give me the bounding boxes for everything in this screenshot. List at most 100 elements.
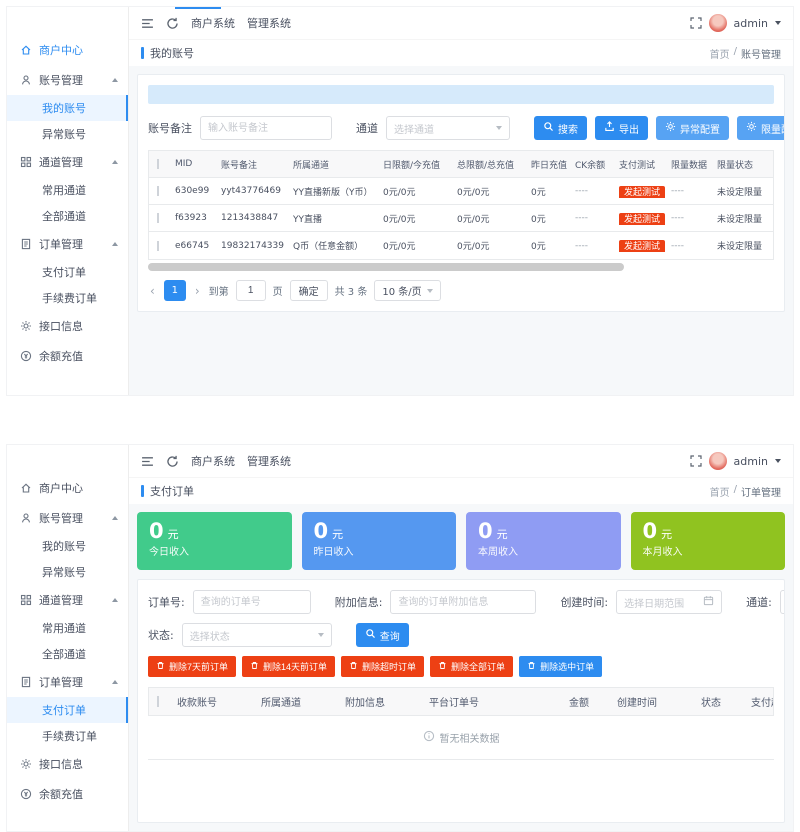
delete-7d-orders-button[interactable]: 删除7天前订单 [148,656,237,677]
fullscreen-icon[interactable] [689,455,702,467]
sidebar-item-label: 账号管理 [39,512,83,525]
sidebar-item-merchant-center[interactable]: 商户中心 [7,35,128,65]
delete-selected-orders-button[interactable]: 删除选中订单 [519,656,603,677]
remark-filter-label: 账号备注 [148,122,192,135]
column-header: 收款账号 [177,698,217,709]
page-title: 我的账号 [150,47,194,60]
remark-filter-input[interactable] [200,116,332,140]
export-button[interactable]: 导出 [595,116,648,140]
collapse-arrow-icon [112,680,118,684]
fullscreen-icon[interactable] [689,17,702,29]
status-filter-select[interactable]: 选择状态 [181,623,332,647]
sidebar-subitem-all-channels[interactable]: 全部通道 [42,648,86,661]
prev-page-button[interactable]: ‹ [150,283,155,298]
table-row: e66745 19832174339 Q币（任意金额） 0元/0元 0元/0元 … [149,232,773,259]
breadcrumb: 首页 / 订单管理 [710,484,781,499]
scrollbar-thumb[interactable] [148,263,624,271]
date-range-input[interactable]: 选择日期范围 [616,590,723,614]
search-button[interactable]: 搜索 [534,116,587,140]
cell-limit-status: 未设定限量 [717,187,763,198]
sidebar-subitem-common-channels[interactable]: 常用通道 [42,622,86,635]
column-header: 支付测试 [619,160,656,171]
empty-state-text: 暂无相关数据 [439,734,500,745]
sidebar-subitem-abnormal-accounts[interactable]: 异常账号 [42,128,86,141]
sidebar-item-channel-management[interactable]: 通道管理 [7,147,128,177]
cell-remark: 19832174339 [221,240,284,251]
breadcrumb-current: 账号管理 [741,49,781,61]
cell-remark: 1213438847 [221,213,279,223]
sidebar-subitem-my-accounts[interactable]: 我的账号 [42,540,86,553]
current-page-button[interactable]: 1 [163,280,186,301]
username[interactable]: admin [733,454,768,468]
username[interactable]: admin [733,16,768,30]
column-header: 所属通道 [293,160,330,171]
cell-channel: YY直播新版（Y币） [293,187,373,198]
extra-info-input[interactable] [390,590,537,614]
sidebar-item-api-info[interactable]: 接口信息 [7,749,128,779]
sidebar-subitem-common-channels[interactable]: 常用通道 [42,184,86,197]
delete-14d-orders-button[interactable]: 删除14天前订单 [242,656,336,677]
cell-limit-status: 未设定限量 [717,242,763,252]
sidebar-item-order-management[interactable]: 订单管理 [7,667,128,697]
abnormal-config-button[interactable]: 异常配置 [656,116,729,140]
test-payment-button[interactable]: 发起测试 [619,212,666,225]
select-all-checkbox[interactable] [157,696,159,707]
tab-admin-system[interactable]: 管理系统 [247,455,291,468]
select-all-checkbox[interactable] [157,159,159,169]
sidebar-item-merchant-center[interactable]: 商户中心 [7,473,128,503]
avatar[interactable] [708,452,727,470]
sidebar-subitem-all-channels[interactable]: 全部通道 [42,210,86,223]
sidebar-subitem-abnormal-accounts[interactable]: 异常账号 [42,566,86,579]
gear-icon [665,121,676,135]
sidebar-item-balance-recharge[interactable]: 余额充值 [7,779,128,809]
delete-all-orders-button[interactable]: 删除全部订单 [430,656,514,677]
stat-unit: 元 [167,528,179,541]
page-size-select[interactable]: 10 条/页 [374,280,441,301]
row-checkbox[interactable] [157,240,159,251]
breadcrumb-separator: / [733,483,737,495]
avatar[interactable] [708,14,727,32]
menu-icon[interactable] [141,17,154,30]
sidebar-subitem-my-accounts[interactable]: 我的账号 [7,95,128,121]
row-checkbox[interactable] [157,213,159,223]
goto-confirm-button[interactable]: 确定 [289,280,328,301]
test-payment-button[interactable]: 发起测试 [619,240,666,252]
trash-icon [438,661,447,672]
sidebar-item-api-info[interactable]: 接口信息 [7,311,128,341]
channel-filter-select[interactable]: 选择通道 [779,590,784,614]
gear-icon [746,121,757,135]
sidebar-subitem-payment-orders[interactable]: 支付订单 [7,697,128,723]
info-icon [423,730,435,745]
limit-config-button[interactable]: 限量配置 [737,116,784,140]
breadcrumb-home[interactable]: 首页 [709,487,730,499]
row-checkbox[interactable] [157,186,159,196]
delete-timeout-orders-button[interactable]: 删除超时订单 [341,656,425,677]
cell-limit-data: ---- [671,240,684,251]
sidebar-subitem-fee-orders[interactable]: 手续费订单 [42,292,97,305]
column-header: 支付超... [751,698,773,709]
sidebar-subitem-fee-orders[interactable]: 手续费订单 [42,730,97,743]
refresh-icon[interactable] [166,455,179,468]
recharge-icon [20,350,32,362]
collapse-arrow-icon [112,598,118,602]
breadcrumb-home[interactable]: 首页 [709,49,730,61]
tab-merchant-system[interactable]: 商户系统 [191,17,235,30]
order-no-input[interactable] [192,590,311,614]
goto-page-input[interactable] [235,280,266,301]
cell-mid: 630e99 [175,186,210,196]
sidebar-item-account-management[interactable]: 账号管理 [7,503,128,533]
sidebar-item-channel-management[interactable]: 通道管理 [7,585,128,615]
menu-icon[interactable] [141,455,154,468]
channel-filter-select[interactable]: 选择通道 [386,116,510,140]
sidebar-subitem-payment-orders[interactable]: 支付订单 [42,266,86,279]
sidebar-item-balance-recharge[interactable]: 余额充值 [7,341,128,371]
sidebar-item-order-management[interactable]: 订单管理 [7,229,128,259]
query-button[interactable]: 查询 [355,623,409,647]
refresh-icon[interactable] [166,17,179,30]
sidebar-item-account-management[interactable]: 账号管理 [7,65,128,95]
next-page-button[interactable]: › [194,283,200,298]
sidebar: 商户中心 账号管理 我的账号 异常账号 通道管理 常用通道 全部通道 订单管理 … [7,7,129,395]
tab-admin-system[interactable]: 管理系统 [247,17,291,30]
test-payment-button[interactable]: 发起测试 [619,185,666,198]
tab-merchant-system[interactable]: 商户系统 [191,455,235,468]
